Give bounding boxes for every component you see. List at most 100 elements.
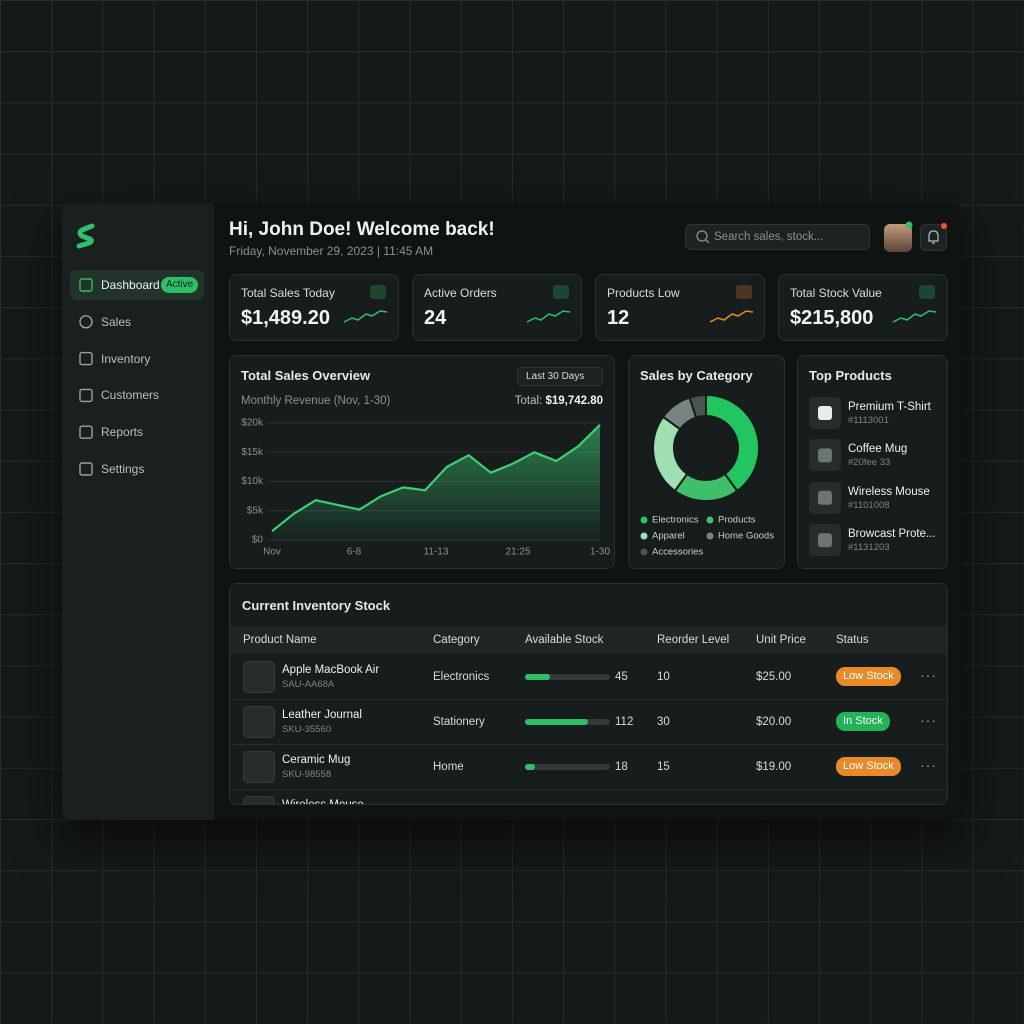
page-title: Hi, John Doe! Welcome back! — [229, 219, 495, 240]
kpi-value: 12 — [607, 307, 630, 329]
column-header: Category — [433, 634, 480, 646]
chart-subtitle: Monthly Revenue (Nov, 1-30) — [241, 395, 391, 407]
column-header: Available Stock — [525, 634, 604, 646]
nav-label: Inventory — [101, 351, 151, 366]
card-title: Sales by Category — [640, 368, 753, 383]
product-thumb — [243, 661, 275, 693]
card — [229, 355, 615, 569]
column-header: Unit Price — [756, 634, 806, 646]
product-thumb — [243, 751, 275, 783]
category-cell: Electronics — [433, 671, 490, 683]
row-menu[interactable]: ··· — [920, 757, 937, 773]
card — [595, 274, 765, 341]
product-sku: #20fee 33 — [848, 457, 891, 469]
product-name: Ceramic Mug — [282, 754, 351, 766]
product-thumb — [809, 397, 841, 429]
total-label: Total: — [514, 395, 546, 407]
kpi-value: $1,489.20 — [241, 307, 330, 329]
stock-bar — [525, 764, 536, 770]
range-label: Last 30 Days — [526, 371, 585, 382]
category-cell: Home — [433, 761, 464, 773]
product-thumb — [809, 481, 841, 514]
nav-label: Customers — [101, 388, 160, 403]
card — [229, 274, 399, 341]
product-name: Apple MacBook Air — [282, 664, 380, 676]
product-thumb — [809, 439, 841, 472]
kpi-label: Total Stock Value — [790, 286, 882, 300]
search-box[interactable]: Search sales, stock... — [685, 224, 870, 250]
product-thumb — [243, 796, 275, 804]
total-value: $19,742.80 — [545, 395, 603, 407]
reorder-cell: 10 — [657, 671, 670, 683]
avatar[interactable] — [884, 224, 912, 252]
kpi-label: Total Sales Today — [241, 286, 335, 300]
card-title: Current Inventory Stock — [242, 598, 391, 613]
stock-value: 112 — [615, 716, 634, 728]
card — [628, 355, 785, 569]
nav-label: Sales — [101, 314, 132, 329]
card-title: Top Products — [809, 368, 892, 383]
category-cell: Stationery — [433, 716, 485, 728]
table-header — [230, 626, 947, 654]
nav-item[interactable]: Settings — [70, 454, 204, 484]
product-name: Wireless Mouse — [848, 485, 930, 498]
product-name: Coffee Mug — [848, 443, 908, 456]
product-sku: SKU-98558 — [282, 769, 332, 780]
stock-track — [525, 764, 610, 770]
product-sku: SAU-AA68A — [282, 679, 335, 690]
product-sku: #1101008 — [848, 499, 890, 511]
stock-value: 18 — [615, 761, 628, 773]
product-sku: #1113001 — [848, 415, 889, 426]
stock-track — [525, 674, 610, 680]
card-title: Total Sales Overview — [241, 368, 371, 383]
notifications[interactable] — [920, 224, 947, 251]
price-cell: $25.00 — [756, 671, 792, 683]
nav-item[interactable]: Inventory — [70, 344, 204, 374]
row-menu[interactable]: ··· — [920, 667, 937, 683]
card — [412, 274, 582, 341]
nav-label: Settings — [101, 462, 145, 476]
row-divider — [230, 789, 947, 790]
card — [778, 274, 948, 341]
nav-label: Reports — [101, 425, 144, 440]
column-header: Status — [836, 634, 869, 646]
column-header: Reorder Level — [657, 634, 730, 646]
nav-item[interactable]: Customers — [70, 380, 204, 410]
row-divider — [230, 699, 947, 700]
nav-badge: Active — [161, 277, 199, 293]
kpi-label: Products Low — [607, 286, 680, 300]
kpi-value: $215,800 — [790, 307, 874, 329]
product-thumb — [809, 524, 841, 557]
sidebar — [62, 203, 214, 820]
reorder-cell: 30 — [657, 716, 670, 728]
kpi-value: 24 — [424, 307, 447, 329]
reorder-cell: 15 — [657, 761, 670, 773]
product-name: Premium T-Shirt — [848, 401, 931, 413]
kpi-label: Active Orders — [424, 286, 497, 300]
card: Current Inventory Stock Product Name Categ… — [229, 583, 948, 805]
total-wrap: Total: $19,742.80 — [515, 393, 603, 409]
product-sku: SKU-35560 — [282, 724, 332, 735]
column-header: Product Name — [243, 634, 317, 646]
nav-item[interactable]: Reports — [70, 417, 204, 447]
product-name: Browcast Prote... — [848, 528, 936, 541]
row-menu[interactable]: ··· — [920, 712, 937, 728]
search-placeholder: Search sales, stock... — [714, 231, 824, 243]
nav-item[interactable]: Dashboard Active — [70, 270, 204, 300]
status-pill: In Stock — [836, 712, 890, 731]
product-name: Wireless Mouse — [282, 799, 364, 805]
status-pill: Low Stock — [836, 757, 901, 776]
status-pill: Low Stock — [836, 667, 901, 686]
stock-bar — [525, 719, 588, 725]
product-thumb — [243, 706, 275, 738]
nav-item[interactable]: Sales — [70, 307, 204, 337]
page-subtitle: Friday, November 29, 2023 | 11:45 AM — [229, 244, 434, 258]
range-dropdown[interactable]: Last 30 Days — [517, 367, 603, 386]
price-cell: $20.00 — [756, 716, 792, 728]
product-sku: #1131203 — [848, 542, 890, 554]
row-divider — [230, 744, 947, 745]
nav-label: Dashboard — [101, 278, 160, 292]
stock-bar — [525, 674, 551, 680]
price-cell: $19.00 — [756, 761, 792, 773]
